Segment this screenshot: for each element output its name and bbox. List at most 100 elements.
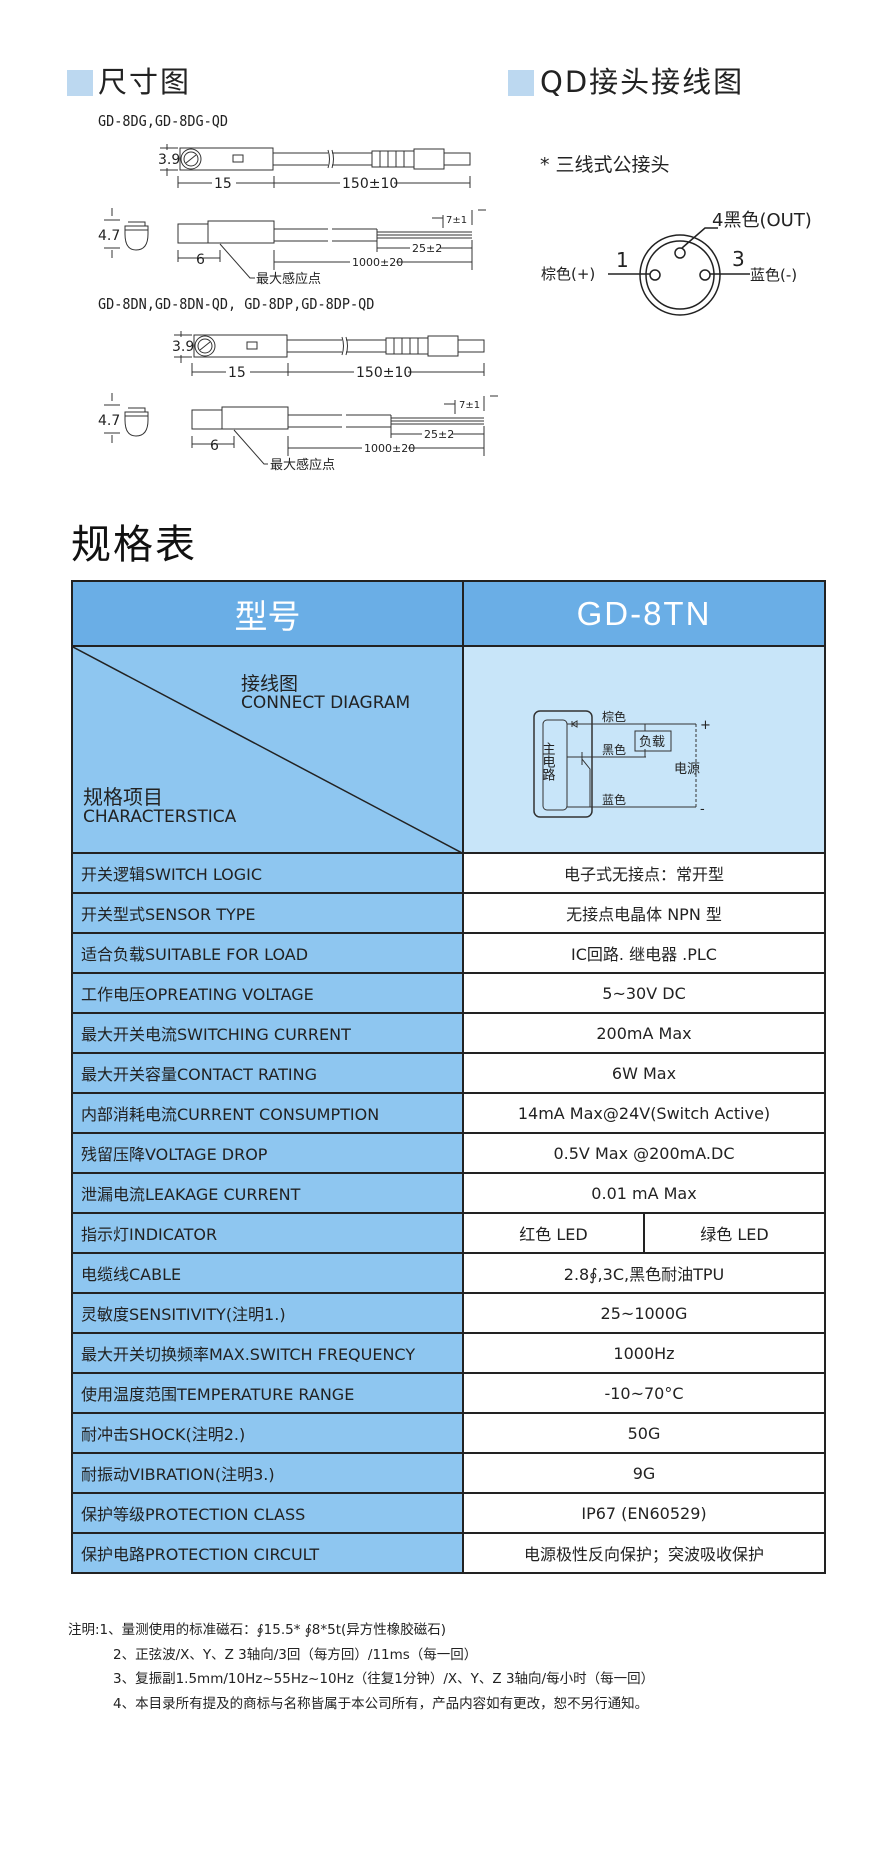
model-name: GD-8TN bbox=[462, 580, 826, 647]
table-row: 内部消耗电流CURRENT CONSUMPTION 14mA Max@24V(Sw… bbox=[71, 1092, 826, 1134]
spec-item-label: 耐冲击SHOCK(注明2.) bbox=[71, 1412, 464, 1454]
diagram-label-cn: 接线图 bbox=[241, 673, 299, 695]
spec-item-label: 耐振动VIBRATION(注明3.) bbox=[71, 1452, 464, 1494]
diagram-label-en: CONNECT DIAGRAM bbox=[241, 693, 411, 713]
spec-item-label: 内部消耗电流CURRENT CONSUMPTION bbox=[71, 1092, 464, 1134]
table-row: 最大开关切换频率MAX.SWITCH FREQUENCY 1000Hz bbox=[71, 1332, 826, 1374]
spec-item-label: 保护等级PROTECTION CLASS bbox=[71, 1492, 464, 1534]
load-label: 负载 bbox=[639, 735, 665, 750]
table-row: 耐振动VIBRATION(注明3.) 9G bbox=[71, 1452, 826, 1494]
pin3-label: 蓝色(-) bbox=[750, 266, 797, 284]
dim-strip-b: 7±1 bbox=[459, 400, 480, 411]
pin1-label: 棕色(+) bbox=[541, 265, 595, 283]
spec-item-value: 2.8∮,3C,黑色耐油TPU bbox=[462, 1252, 826, 1294]
spec-item-label: 指示灯INDICATOR bbox=[71, 1212, 464, 1254]
table-row: 使用温度范围TEMPERATURE RANGE -10~70°C bbox=[71, 1372, 826, 1414]
spec-item-value: -10~70°C bbox=[462, 1372, 826, 1414]
qd-subtitle: * 三线式公接头 bbox=[540, 154, 670, 176]
sensor-side-view-a bbox=[104, 208, 486, 279]
dim-body-a: 15 bbox=[214, 176, 232, 192]
table-row: 开关逻辑SWITCH LOGIC 电子式无接点：常开型 bbox=[71, 852, 826, 894]
dim-height-a: 3.9 bbox=[158, 152, 180, 168]
sensor-top-view-b bbox=[174, 331, 485, 376]
dim-cable-b: 1000±20 bbox=[364, 442, 415, 455]
qd-title: QD接头接线图 bbox=[540, 65, 745, 99]
npn-circuit-diagram: 主电路 棕色 黑色 蓝色 负载 电源 + - bbox=[533, 709, 711, 818]
brown-wire-label: 棕色 bbox=[602, 709, 626, 724]
pin1-number: 1 bbox=[616, 248, 629, 272]
spec-item-value: 9G bbox=[462, 1452, 826, 1494]
connector-face bbox=[608, 227, 750, 316]
dimension-drawing: 3.9 15 150±10 4.7 6 7±1 25±2 1000±20 最大感… bbox=[98, 144, 498, 473]
minus-label: - bbox=[700, 802, 705, 817]
table-row: 指示灯INDICATOR 红色 LED 绿色 LED bbox=[71, 1212, 826, 1254]
note-3: 3、复振副1.5mm/10Hz~55Hz~10Hz（往复1分钟）/X、Y、Z 3… bbox=[113, 1671, 655, 1687]
section-marker bbox=[508, 70, 534, 96]
spec-item-label: 保护电路PROTECTION CIRCULT bbox=[71, 1532, 464, 1574]
spec-item-label: 泄漏电流LEAKAGE CURRENT bbox=[71, 1172, 464, 1214]
circuit-diagram-cell: 主电路 棕色 黑色 蓝色 负载 电源 + - bbox=[462, 645, 826, 854]
dim-wire-a: 25±2 bbox=[412, 242, 442, 255]
diagonal-line bbox=[73, 647, 464, 854]
note-2: 2、正弦波/X、Y、Z 3轴向/3回（每方回）/11ms（每一回） bbox=[113, 1646, 478, 1663]
dim-cable-qd-a: 150±10 bbox=[342, 176, 398, 192]
dimension-title: 尺寸图 bbox=[98, 65, 192, 99]
sensing-point-b: 最大感应点 bbox=[270, 457, 335, 473]
dim-offset-b: 6 bbox=[210, 438, 219, 454]
table-row: 最大开关电流SWITCHING CURRENT 200mA Max bbox=[71, 1012, 826, 1054]
table-row: 保护等级PROTECTION CLASS IP67 (EN60529) bbox=[71, 1492, 826, 1534]
spec-item-value: 0.5V Max @200mA.DC bbox=[462, 1132, 826, 1174]
header-label: 型号 bbox=[71, 580, 464, 647]
dim-body-b: 15 bbox=[228, 365, 246, 381]
dim-height-b: 3.9 bbox=[172, 339, 194, 355]
section-marker bbox=[67, 70, 93, 96]
plus-label: + bbox=[700, 718, 711, 733]
spec-item-label: 适合负载SUITABLE FOR LOAD bbox=[71, 932, 464, 974]
main-circuit-label: 主电路 bbox=[540, 742, 556, 781]
dim-side-height-a: 4.7 bbox=[98, 228, 120, 244]
pin4-label: 4黑色(OUT) bbox=[712, 210, 812, 231]
table-row: 工作电压OPREATING VOLTAGE 5~30V DC bbox=[71, 972, 826, 1014]
table-row: 开关型式SENSOR TYPE 无接点电晶体 NPN 型 bbox=[71, 892, 826, 934]
dim-cable-a: 1000±20 bbox=[352, 256, 403, 269]
note-1: 注明:1、量测使用的标准磁石：∮15.5* ∮8*5t(异方性橡胶磁石) bbox=[68, 1622, 447, 1638]
table-row: 适合负载SUITABLE FOR LOAD IC回路. 继电器 .PLC bbox=[71, 932, 826, 974]
model-label-a: GD-8DG,GD-8DG-QD bbox=[98, 112, 229, 130]
spec-item-value: 无接点电晶体 NPN 型 bbox=[462, 892, 826, 934]
spec-item-label: 残留压降VOLTAGE DROP bbox=[71, 1132, 464, 1174]
spec-item-value: IP67 (EN60529) bbox=[462, 1492, 826, 1534]
spec-table: 型号 GD-8TN 接线图 CONNECT DIAGRAM 规格项目 CHARA… bbox=[71, 580, 826, 1574]
dim-wire-b: 25±2 bbox=[424, 428, 454, 441]
table-row: 耐冲击SHOCK(注明2.) 50G bbox=[71, 1412, 826, 1454]
qd-connector-diagram: 4黑色(OUT) 棕色(+) 1 3 蓝色(-) bbox=[541, 210, 812, 316]
sensor-side-view-b bbox=[104, 393, 498, 465]
spec-item-value: 200mA Max bbox=[462, 1012, 826, 1054]
spec-item-label: 最大开关电流SWITCHING CURRENT bbox=[71, 1012, 464, 1054]
black-wire-label: 黑色 bbox=[602, 743, 626, 757]
spec-item-value: 5~30V DC bbox=[462, 972, 826, 1014]
table-row: 保护电路PROTECTION CIRCULT 电源极性反向保护；突波吸收保护 bbox=[71, 1532, 826, 1574]
table-row: 残留压降VOLTAGE DROP 0.5V Max @200mA.DC bbox=[71, 1132, 826, 1174]
spec-item-label: 电缆线CABLE bbox=[71, 1252, 464, 1294]
spec-item-value: 0.01 mA Max bbox=[462, 1172, 826, 1214]
diagram-row: 接线图 CONNECT DIAGRAM 规格项目 CHARACTERSTICA … bbox=[71, 645, 826, 854]
spec-item-value: IC回路. 继电器 .PLC bbox=[462, 932, 826, 974]
spec-item-value: 25~1000G bbox=[462, 1292, 826, 1334]
sensing-point-a: 最大感应点 bbox=[256, 271, 321, 287]
items-label-en: CHARACTERSTICA bbox=[83, 807, 237, 827]
spec-item-label: 最大开关切换频率MAX.SWITCH FREQUENCY bbox=[71, 1332, 464, 1374]
spec-item-label: 工作电压OPREATING VOLTAGE bbox=[71, 972, 464, 1014]
spec-item-label: 使用温度范围TEMPERATURE RANGE bbox=[71, 1372, 464, 1414]
sensor-top-view-a bbox=[160, 144, 471, 188]
table-row: 泄漏电流LEAKAGE CURRENT 0.01 mA Max bbox=[71, 1172, 826, 1214]
spec-item-label: 灵敏度SENSITIVITY(注明1.) bbox=[71, 1292, 464, 1334]
spec-item-label: 开关逻辑SWITCH LOGIC bbox=[71, 852, 464, 894]
table-header-row: 型号 GD-8TN bbox=[71, 580, 826, 647]
note-4: 4、本目录所有提及的商标与名称皆属于本公司所有，产品内容如有更改，恕不另行通知。 bbox=[113, 1695, 649, 1712]
spec-item-value: 6W Max bbox=[462, 1052, 826, 1094]
pin3-number: 3 bbox=[732, 247, 745, 271]
dim-strip-a: 7±1 bbox=[446, 215, 467, 226]
table-row: 最大开关容量CONTACT RATING 6W Max bbox=[71, 1052, 826, 1094]
diagonal-header-cell: 接线图 CONNECT DIAGRAM 规格项目 CHARACTERSTICA bbox=[71, 645, 464, 854]
items-label-cn: 规格项目 bbox=[83, 785, 163, 809]
